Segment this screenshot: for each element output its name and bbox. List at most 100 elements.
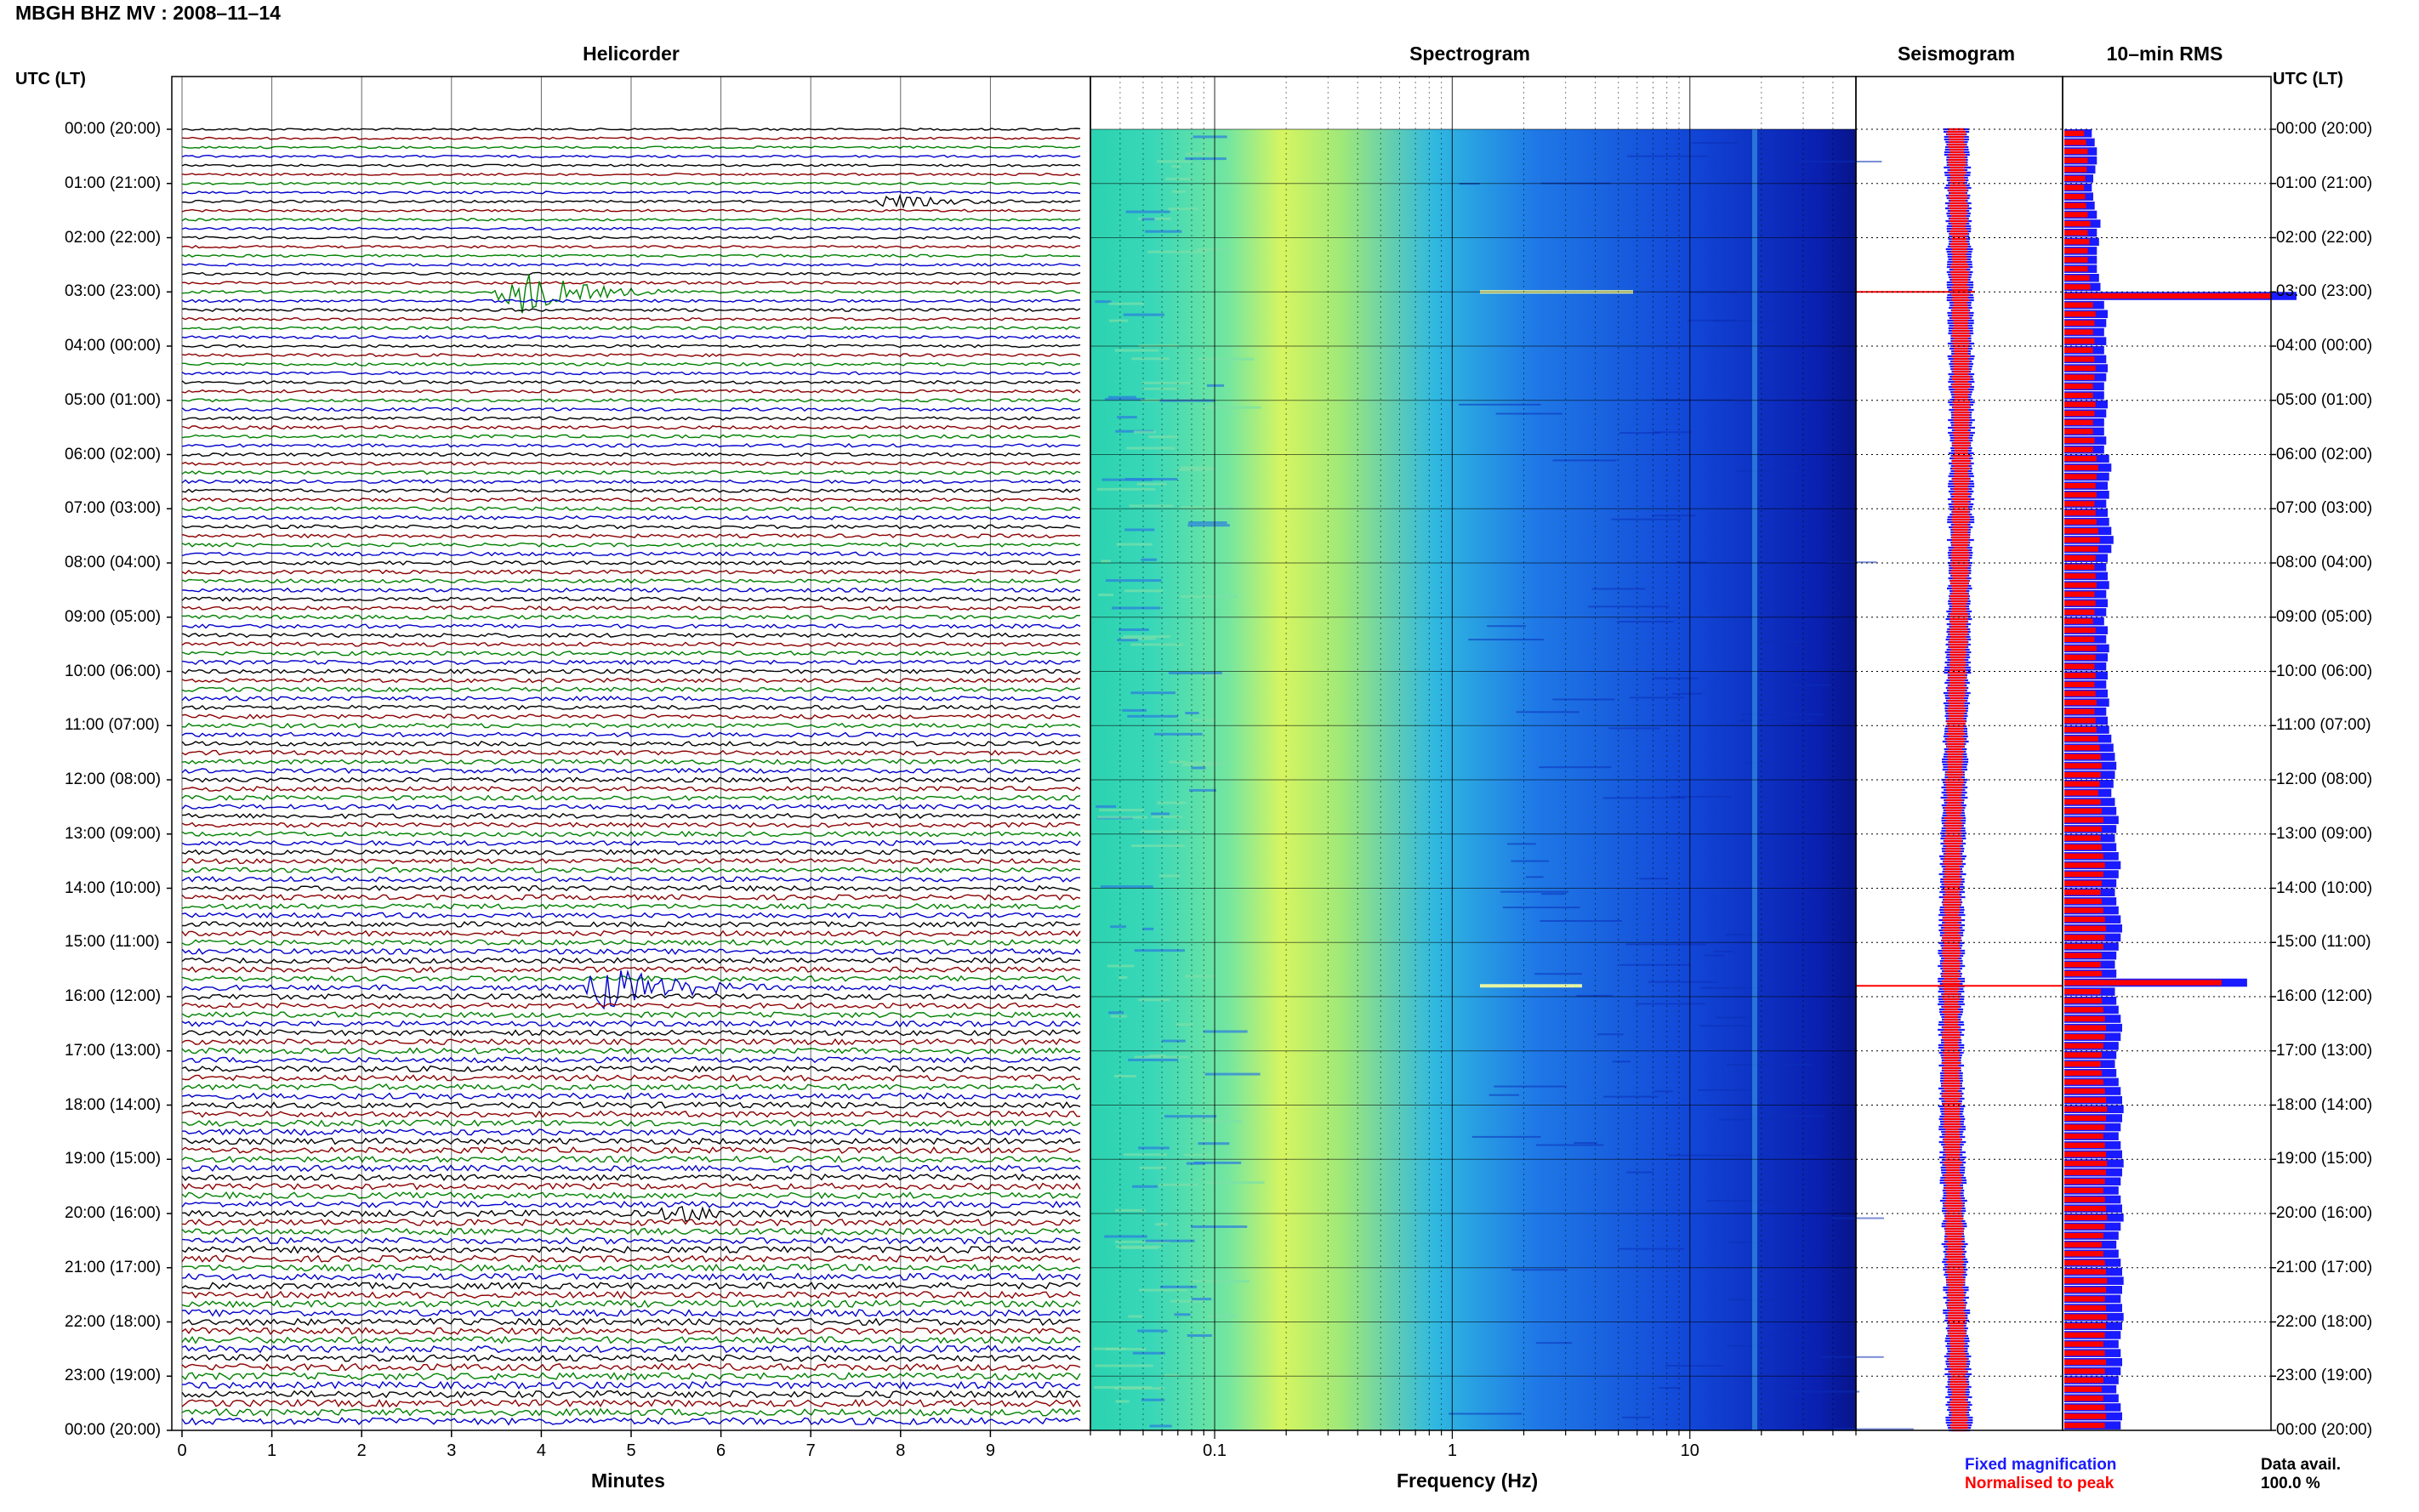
rms-normalised-bar [2064, 212, 2088, 218]
rms-normalised-bar [2064, 247, 2088, 254]
spectrogram-streak [1178, 468, 1215, 471]
time-label-left: 15:00 (11:00) [65, 933, 160, 952]
spectrogram-streak [1191, 1280, 1249, 1283]
rms-normalised-bar [2064, 1214, 2108, 1220]
rms-normalised-bar [2064, 645, 2097, 651]
spectrogram-streak [1176, 1023, 1193, 1026]
rms-normalised-bar [2064, 1242, 2103, 1248]
rms-normalised-bar [2064, 763, 2103, 769]
rms-normalised-bar [2064, 817, 2103, 823]
spectrogram-streak [1121, 1246, 1158, 1249]
time-label-left: 03:00 (23:00) [65, 282, 162, 301]
spectrogram-streak [1155, 1223, 1168, 1226]
time-label-left: 00:00 (20:00) [65, 120, 162, 138]
rms-normalised-bar [2064, 329, 2093, 335]
spectrogram-streak [1148, 1054, 1166, 1057]
spectrogram-streak [1619, 963, 1691, 966]
time-label-right: 04:00 (00:00) [2276, 337, 2373, 355]
spectrogram-streak [1735, 469, 1798, 472]
spectrogram-streak [1169, 671, 1222, 674]
spectrogram-streak [1115, 1400, 1130, 1403]
rms-normalised-bar [2064, 175, 2086, 182]
rms-normalised-bar [2064, 1395, 2103, 1401]
rms-normalised-bar [2064, 509, 2096, 516]
spectrogram-streak [1198, 357, 1254, 361]
spectrogram-streak [1134, 949, 1185, 952]
data-avail-label: Data avail. [2261, 1456, 2341, 1474]
legend-fixed: Fixed magnification [1965, 1456, 2117, 1474]
time-label-right: 12:00 (08:00) [2276, 770, 2373, 788]
spectrogram-streak [1725, 934, 1764, 936]
seismogram-normalised-trace [1942, 128, 1971, 1432]
time-label-right: 09:00 (05:00) [2276, 607, 2373, 626]
spectrogram-streak [1149, 1424, 1172, 1428]
spectrogram-streak [1760, 640, 1804, 643]
spectrogram-streak [1552, 459, 1617, 462]
spectrogram-streak [1706, 1200, 1778, 1202]
time-label-right: 01:00 (21:00) [2276, 173, 2373, 192]
rms-normalised-bar [2064, 1224, 2105, 1230]
time-label-right: 20:00 (16:00) [2276, 1204, 2373, 1222]
spectrogram-streak [1104, 397, 1146, 401]
rms-bars [2064, 129, 2297, 1430]
rms-normalised-bar [2064, 636, 2095, 642]
spectrogram-streak [1124, 478, 1178, 480]
rms-normalised-bar [2064, 185, 2085, 190]
seismogram-trace [1856, 128, 2063, 1432]
spectrogram-streak [1139, 1288, 1187, 1292]
rms-normalised-bar [2064, 753, 2101, 760]
spectrogram-streak [1105, 579, 1162, 583]
minute-tick-label: 6 [716, 1441, 726, 1460]
rms-normalised-bar [2064, 474, 2097, 480]
spectrogram-streak [1719, 1118, 1776, 1121]
spectrogram-streak [1745, 761, 1776, 764]
spectrogram-streak [1130, 844, 1186, 848]
spectrogram-streak [1124, 589, 1164, 593]
spectrogram-streak [1727, 1241, 1770, 1243]
spectrogram-streak [1698, 1089, 1752, 1091]
time-label-left: 20:00 (16:00) [65, 1204, 162, 1222]
time-label-left: 07:00 (03:00) [65, 499, 162, 518]
rms-normalised-bar [2064, 573, 2096, 579]
spectrogram-streak [1574, 1142, 1597, 1144]
spectrogram-streak [1101, 560, 1111, 563]
rms-normalised-bar [2064, 482, 2096, 489]
rms-normalised-bar [2064, 1305, 2106, 1311]
spectrogram-streak [1151, 812, 1170, 816]
rms-normalised-bar [2064, 699, 2097, 706]
spectrogram-streak [1488, 1094, 1519, 1096]
minute-tick-label: 3 [447, 1441, 456, 1460]
spectrogram-streak [1192, 135, 1227, 139]
spectrogram-streak [1174, 1313, 1191, 1316]
spectrogram-streak [1535, 1144, 1604, 1146]
spectrogram-streak [1183, 1153, 1211, 1157]
spectrogram-streak [1775, 1390, 1860, 1393]
right-time-header: UTC (LT) [2273, 70, 2343, 88]
rms-normalised-bar [2064, 1197, 2105, 1202]
spectrogram-streak [1506, 843, 1536, 845]
rms-normalised-bar [2064, 1052, 2103, 1058]
spectrogram-streak [1766, 1115, 1824, 1117]
spectrogram-streak [1603, 1095, 1659, 1098]
spectrogram-streak [1123, 313, 1164, 316]
spectrogram-streak [1618, 1248, 1685, 1250]
time-label-left: 17:00 (13:00) [65, 1041, 162, 1060]
rms-normalised-bar [2064, 365, 2096, 372]
spectrogram-streak [1635, 1003, 1705, 1005]
spectrogram-streak [1692, 142, 1738, 144]
minute-tick-label: 2 [357, 1441, 367, 1460]
rms-normalised-bar [2064, 1368, 2105, 1374]
spectrogram-streak [1147, 250, 1207, 253]
spectrogram-event-line [1480, 984, 1582, 988]
spectrogram-streak [1138, 1146, 1170, 1150]
spectrogram-streak [1185, 712, 1199, 714]
spectrogram-streak [1659, 1387, 1681, 1389]
spectrogram-streak [1157, 160, 1192, 163]
spectrogram-streak [1189, 788, 1216, 792]
rms-normalised-bar [2064, 1377, 2103, 1384]
time-label-left: 05:00 (01:00) [65, 390, 162, 409]
rms-normalised-bar [2064, 708, 2095, 714]
spectrogram-streak [1185, 157, 1227, 161]
rms-normalised-bar [2064, 1079, 2103, 1085]
rms-normalised-bar [2064, 1259, 2105, 1266]
